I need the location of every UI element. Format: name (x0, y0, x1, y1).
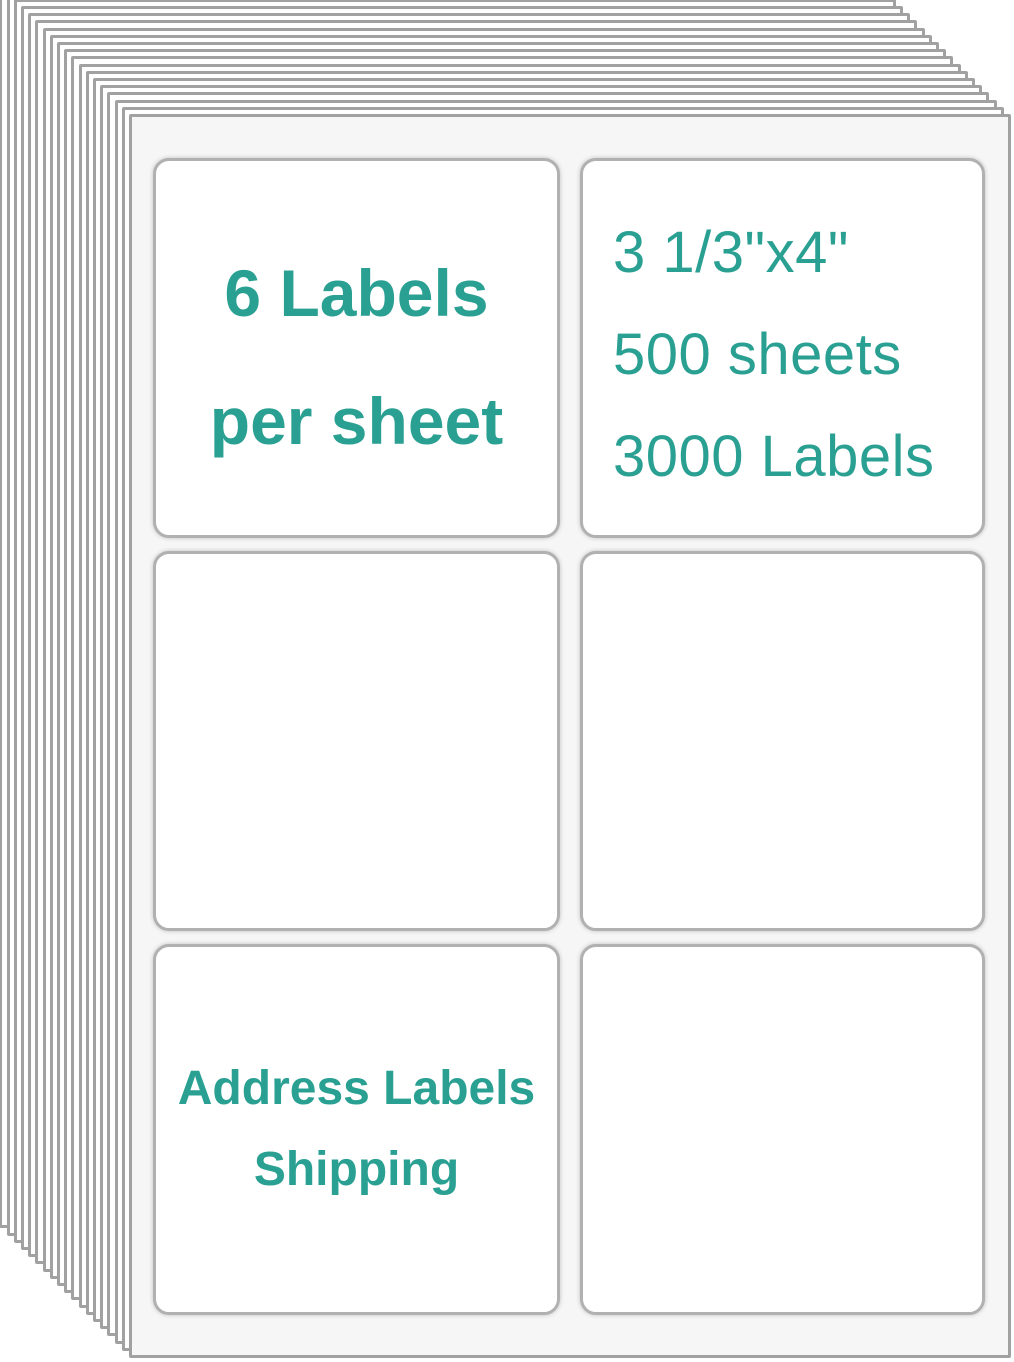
sheet-count-text: 500 sheets (613, 322, 902, 387)
label-cell-specs: 3 1/3"x4" 500 sheets 3000 Labels (580, 158, 985, 538)
label-cell-count: 6 Labels per sheet (153, 158, 560, 538)
top-sheet: 6 Labels per sheet 3 1/3"x4" 500 sheets … (129, 114, 1011, 1358)
label-count-line1: 6 Labels (224, 256, 489, 330)
label-cell-blank (153, 551, 560, 931)
total-labels-text: 3000 Labels (613, 424, 935, 489)
label-cell-blank (580, 944, 985, 1315)
label-cell-usage: Address Labels Shipping (153, 944, 560, 1315)
label-size-text: 3 1/3"x4" (613, 220, 849, 285)
label-count-line2: per sheet (209, 384, 504, 458)
usage-line2: Shipping (253, 1143, 460, 1196)
usage-line1: Address Labels (177, 1062, 536, 1115)
label-cell-blank (580, 551, 985, 931)
